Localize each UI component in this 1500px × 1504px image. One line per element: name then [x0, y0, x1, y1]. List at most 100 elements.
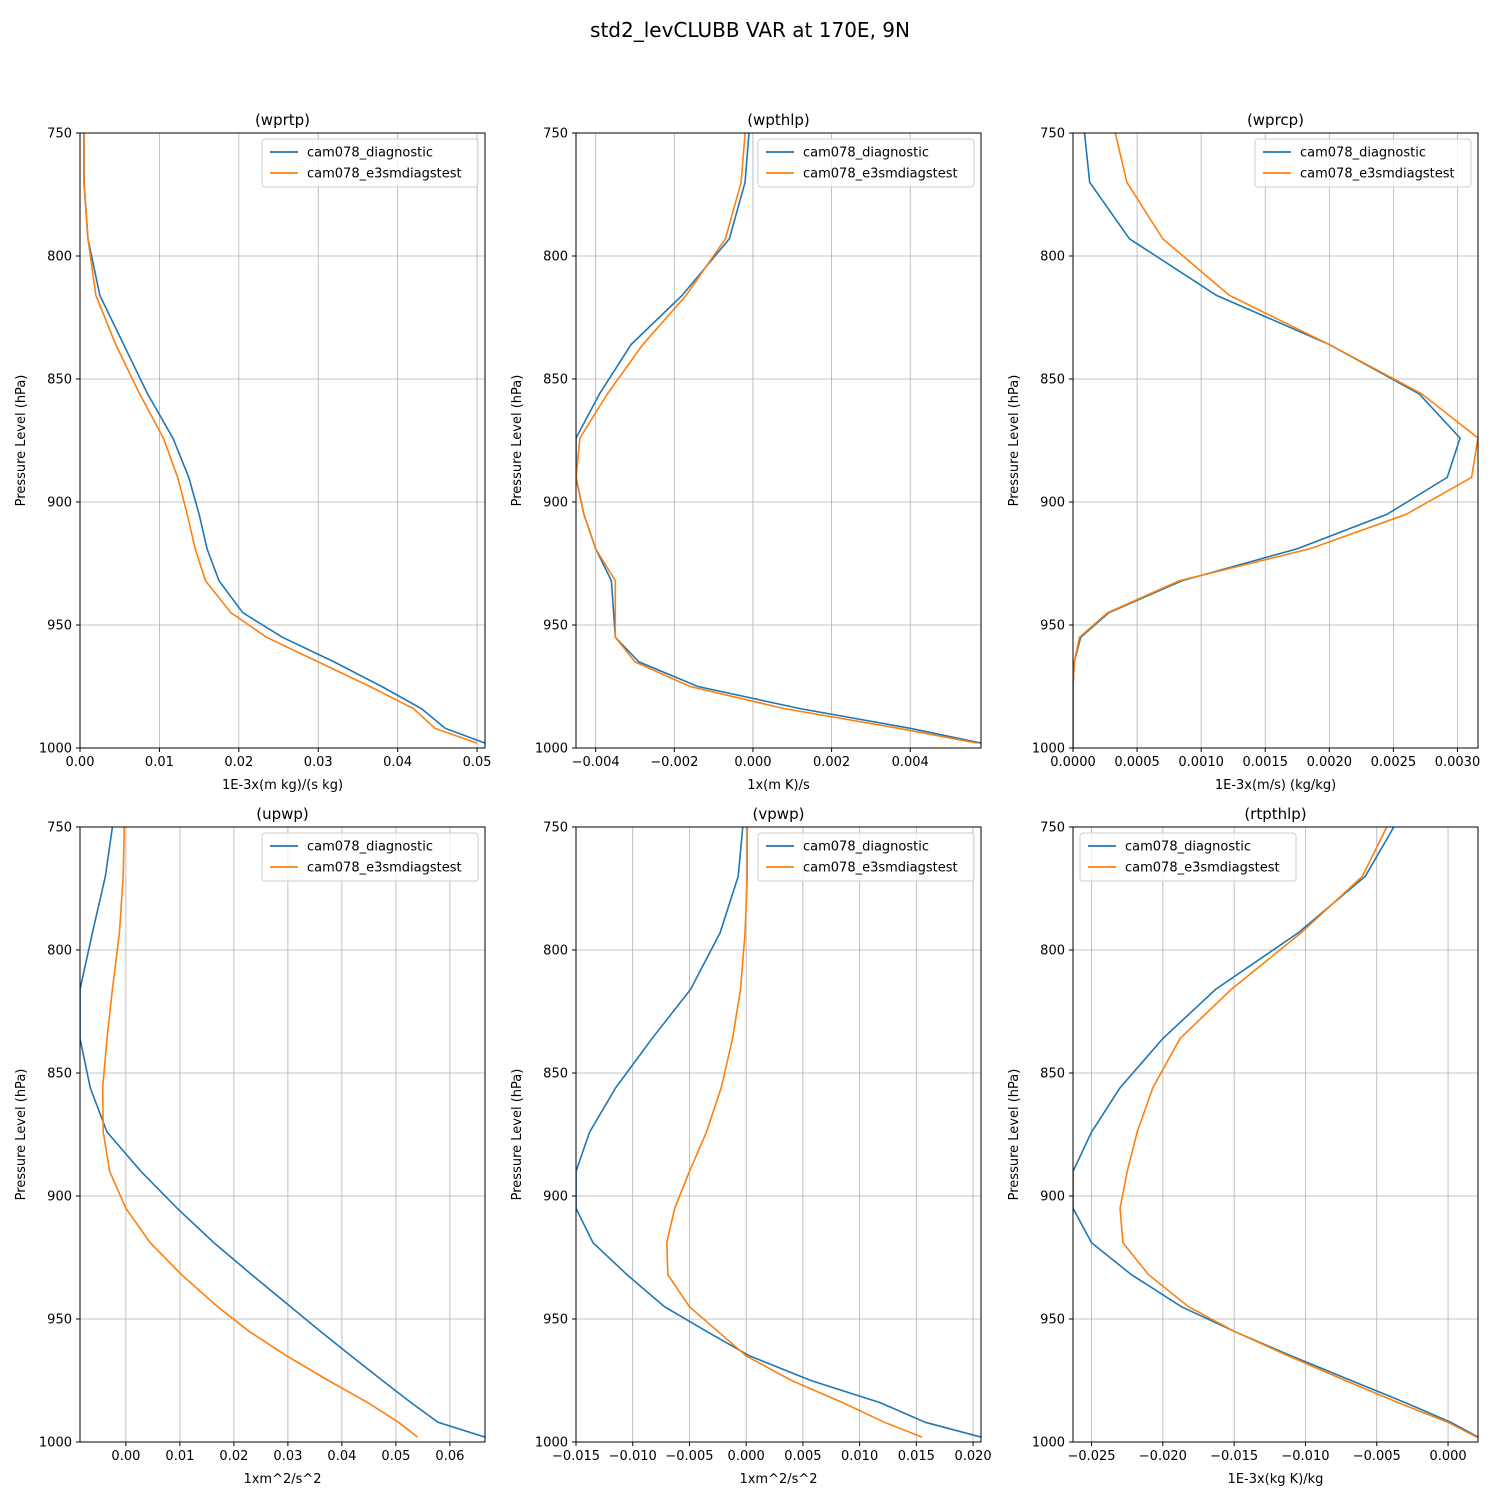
y-tick-label: 750	[543, 821, 568, 836]
x-tick-label: −0.010	[609, 1449, 657, 1464]
legend-label: cam078_diagnostic	[1125, 840, 1251, 855]
y-tick-label: 900	[543, 1190, 568, 1205]
x-tick-label: −0.005	[665, 1449, 713, 1464]
y-tick-label: 800	[1040, 250, 1065, 265]
x-tick-label: 0.0000	[1050, 755, 1096, 770]
x-tick-label: 0.02	[219, 1449, 248, 1464]
y-tick-label: 800	[543, 944, 568, 959]
x-tick-label: 0.0025	[1371, 755, 1417, 770]
x-tick-label: 0.0015	[1242, 755, 1288, 770]
x-tick-label: −0.010	[1281, 1449, 1329, 1464]
panel-wprcp: 0.0000 0.0005 0.0010 0.0015 0.0020 0.0025 0.00…	[1007, 111, 1480, 793]
y-tick-label: 750	[543, 127, 568, 142]
panel-title: (wpthlp)	[747, 111, 810, 129]
legend-label: cam078_diagnostic	[1300, 146, 1426, 161]
y-tick-label: 800	[47, 250, 72, 265]
x-tick-label: 0.000	[734, 755, 771, 770]
series-line-cam078_e3smdiagstest	[1073, 133, 1478, 748]
x-tick-label: 0.00	[111, 1449, 140, 1464]
legend-box	[1254, 138, 1472, 188]
legend-label: cam078_diagnostic	[307, 146, 433, 161]
y-tick-label: 900	[47, 1190, 72, 1205]
x-tick-label: −0.025	[1067, 1449, 1115, 1464]
axes-frame	[79, 132, 486, 749]
x-tick-label: 0.01	[145, 755, 174, 770]
x-tick-label: −0.015	[1210, 1449, 1258, 1464]
legend-label: cam078_diagnostic	[803, 146, 929, 161]
panels: 0.00 0.01 0.02 0.03 0.04 0.05 750 800 850 900 950 1…	[14, 111, 1480, 1487]
series-line-cam078_e3smdiagstest	[665, 827, 923, 1438]
axes-frame	[575, 826, 982, 1443]
y-tick-label: 850	[543, 373, 568, 388]
x-tick-label: −0.005	[1353, 1449, 1401, 1464]
x-tick-label: 0.05	[463, 755, 492, 770]
series-line-cam078_e3smdiagstest	[83, 133, 478, 744]
x-tick-label: 0.005	[784, 1449, 821, 1464]
x-tick-label: 0.05	[381, 1449, 410, 1464]
panel-title: (wprcp)	[1247, 111, 1304, 129]
series-line-cam078_diagnostic	[1073, 827, 1478, 1438]
x-tick-label: 0.004	[892, 755, 929, 770]
y-tick-label: 850	[543, 1067, 568, 1082]
legend: cam078_diagnostic cam078_e3smdiagstest	[1254, 138, 1472, 188]
y-tick-label: 750	[47, 127, 72, 142]
x-tick-label: 0.03	[304, 755, 333, 770]
y-tick-label: 1000	[535, 742, 568, 757]
y-tick-label: 750	[1040, 821, 1065, 836]
figure-suptitle: std2_levCLUBB VAR at 170E, 9N	[590, 18, 910, 42]
panel-title: (upwp)	[256, 805, 309, 823]
panel-wprtp: 0.00 0.01 0.02 0.03 0.04 0.05 750 800 850 900 950 1…	[14, 111, 492, 793]
legend-label: cam078_e3smdiagstest	[1300, 167, 1455, 182]
series-line-cam078_e3smdiagstest	[1119, 827, 1477, 1438]
series-line-cam078_diagnostic	[1073, 133, 1461, 748]
series-line-cam078_diagnostic	[576, 133, 981, 744]
series-line-cam078_diagnostic	[80, 827, 485, 1438]
series-line-cam078_diagnostic	[83, 133, 485, 744]
panel-title: (wprtp)	[255, 111, 310, 129]
axes-frame	[79, 826, 486, 1443]
legend-label: cam078_e3smdiagstest	[1125, 861, 1280, 876]
legend-box	[1079, 832, 1297, 882]
y-tick-label: 950	[47, 1313, 72, 1328]
legend: cam078_diagnostic cam078_e3smdiagstest	[261, 138, 479, 188]
x-axis-label: 1x(m K)/s	[747, 778, 810, 793]
x-tick-label: 0.01	[165, 1449, 194, 1464]
y-tick-label: 950	[1040, 1313, 1065, 1328]
panel-wpthlp: −0.004 −0.002 0.000 0.002 0.004 750 800 850 900 9…	[510, 111, 982, 793]
x-tick-label: 0.000	[728, 1449, 765, 1464]
axes-frame	[575, 132, 982, 749]
legend: cam078_diagnostic cam078_e3smdiagstest	[261, 832, 479, 882]
legend-label: cam078_diagnostic	[803, 840, 929, 855]
x-tick-label: 0.015	[898, 1449, 935, 1464]
x-tick-label: −0.015	[552, 1449, 600, 1464]
x-tick-label: 0.000	[1429, 1449, 1466, 1464]
legend-label: cam078_e3smdiagstest	[307, 167, 462, 182]
x-axis-label: 1E-3x(kg K)/kg	[1228, 1472, 1324, 1487]
y-tick-label: 900	[1040, 1190, 1065, 1205]
y-tick-label: 850	[1040, 373, 1065, 388]
panel-upwp: 0.00 0.01 0.02 0.03 0.04 0.05 0.06 750 800 850 900…	[14, 805, 486, 1487]
panel-rtpthlp: −0.025 −0.020 −0.015 −0.010 −0.005 0.000 750 80…	[1007, 805, 1479, 1487]
y-tick-label: 950	[1040, 619, 1065, 634]
x-tick-label: 0.04	[327, 1449, 356, 1464]
legend-label: cam078_e3smdiagstest	[803, 167, 958, 182]
x-tick-label: 0.0010	[1178, 755, 1224, 770]
y-tick-label: 750	[47, 821, 72, 836]
y-axis-label: Pressure Level (hPa)	[14, 375, 29, 507]
x-axis-label: 1E-3x(m/s) (kg/kg)	[1215, 778, 1336, 793]
y-tick-label: 800	[543, 250, 568, 265]
y-tick-label: 900	[543, 496, 568, 511]
y-tick-label: 800	[1040, 944, 1065, 959]
y-tick-label: 800	[47, 944, 72, 959]
legend-box	[261, 832, 479, 882]
x-tick-label: 0.0020	[1307, 755, 1353, 770]
x-tick-label: 0.0030	[1435, 755, 1481, 770]
legend-box	[757, 832, 975, 882]
y-tick-label: 1000	[39, 1436, 72, 1451]
y-axis-label: Pressure Level (hPa)	[1007, 375, 1022, 507]
x-tick-label: −0.004	[572, 755, 620, 770]
series-line-cam078_diagnostic	[576, 827, 981, 1438]
y-tick-label: 850	[1040, 1067, 1065, 1082]
axes-frame	[1072, 132, 1479, 749]
